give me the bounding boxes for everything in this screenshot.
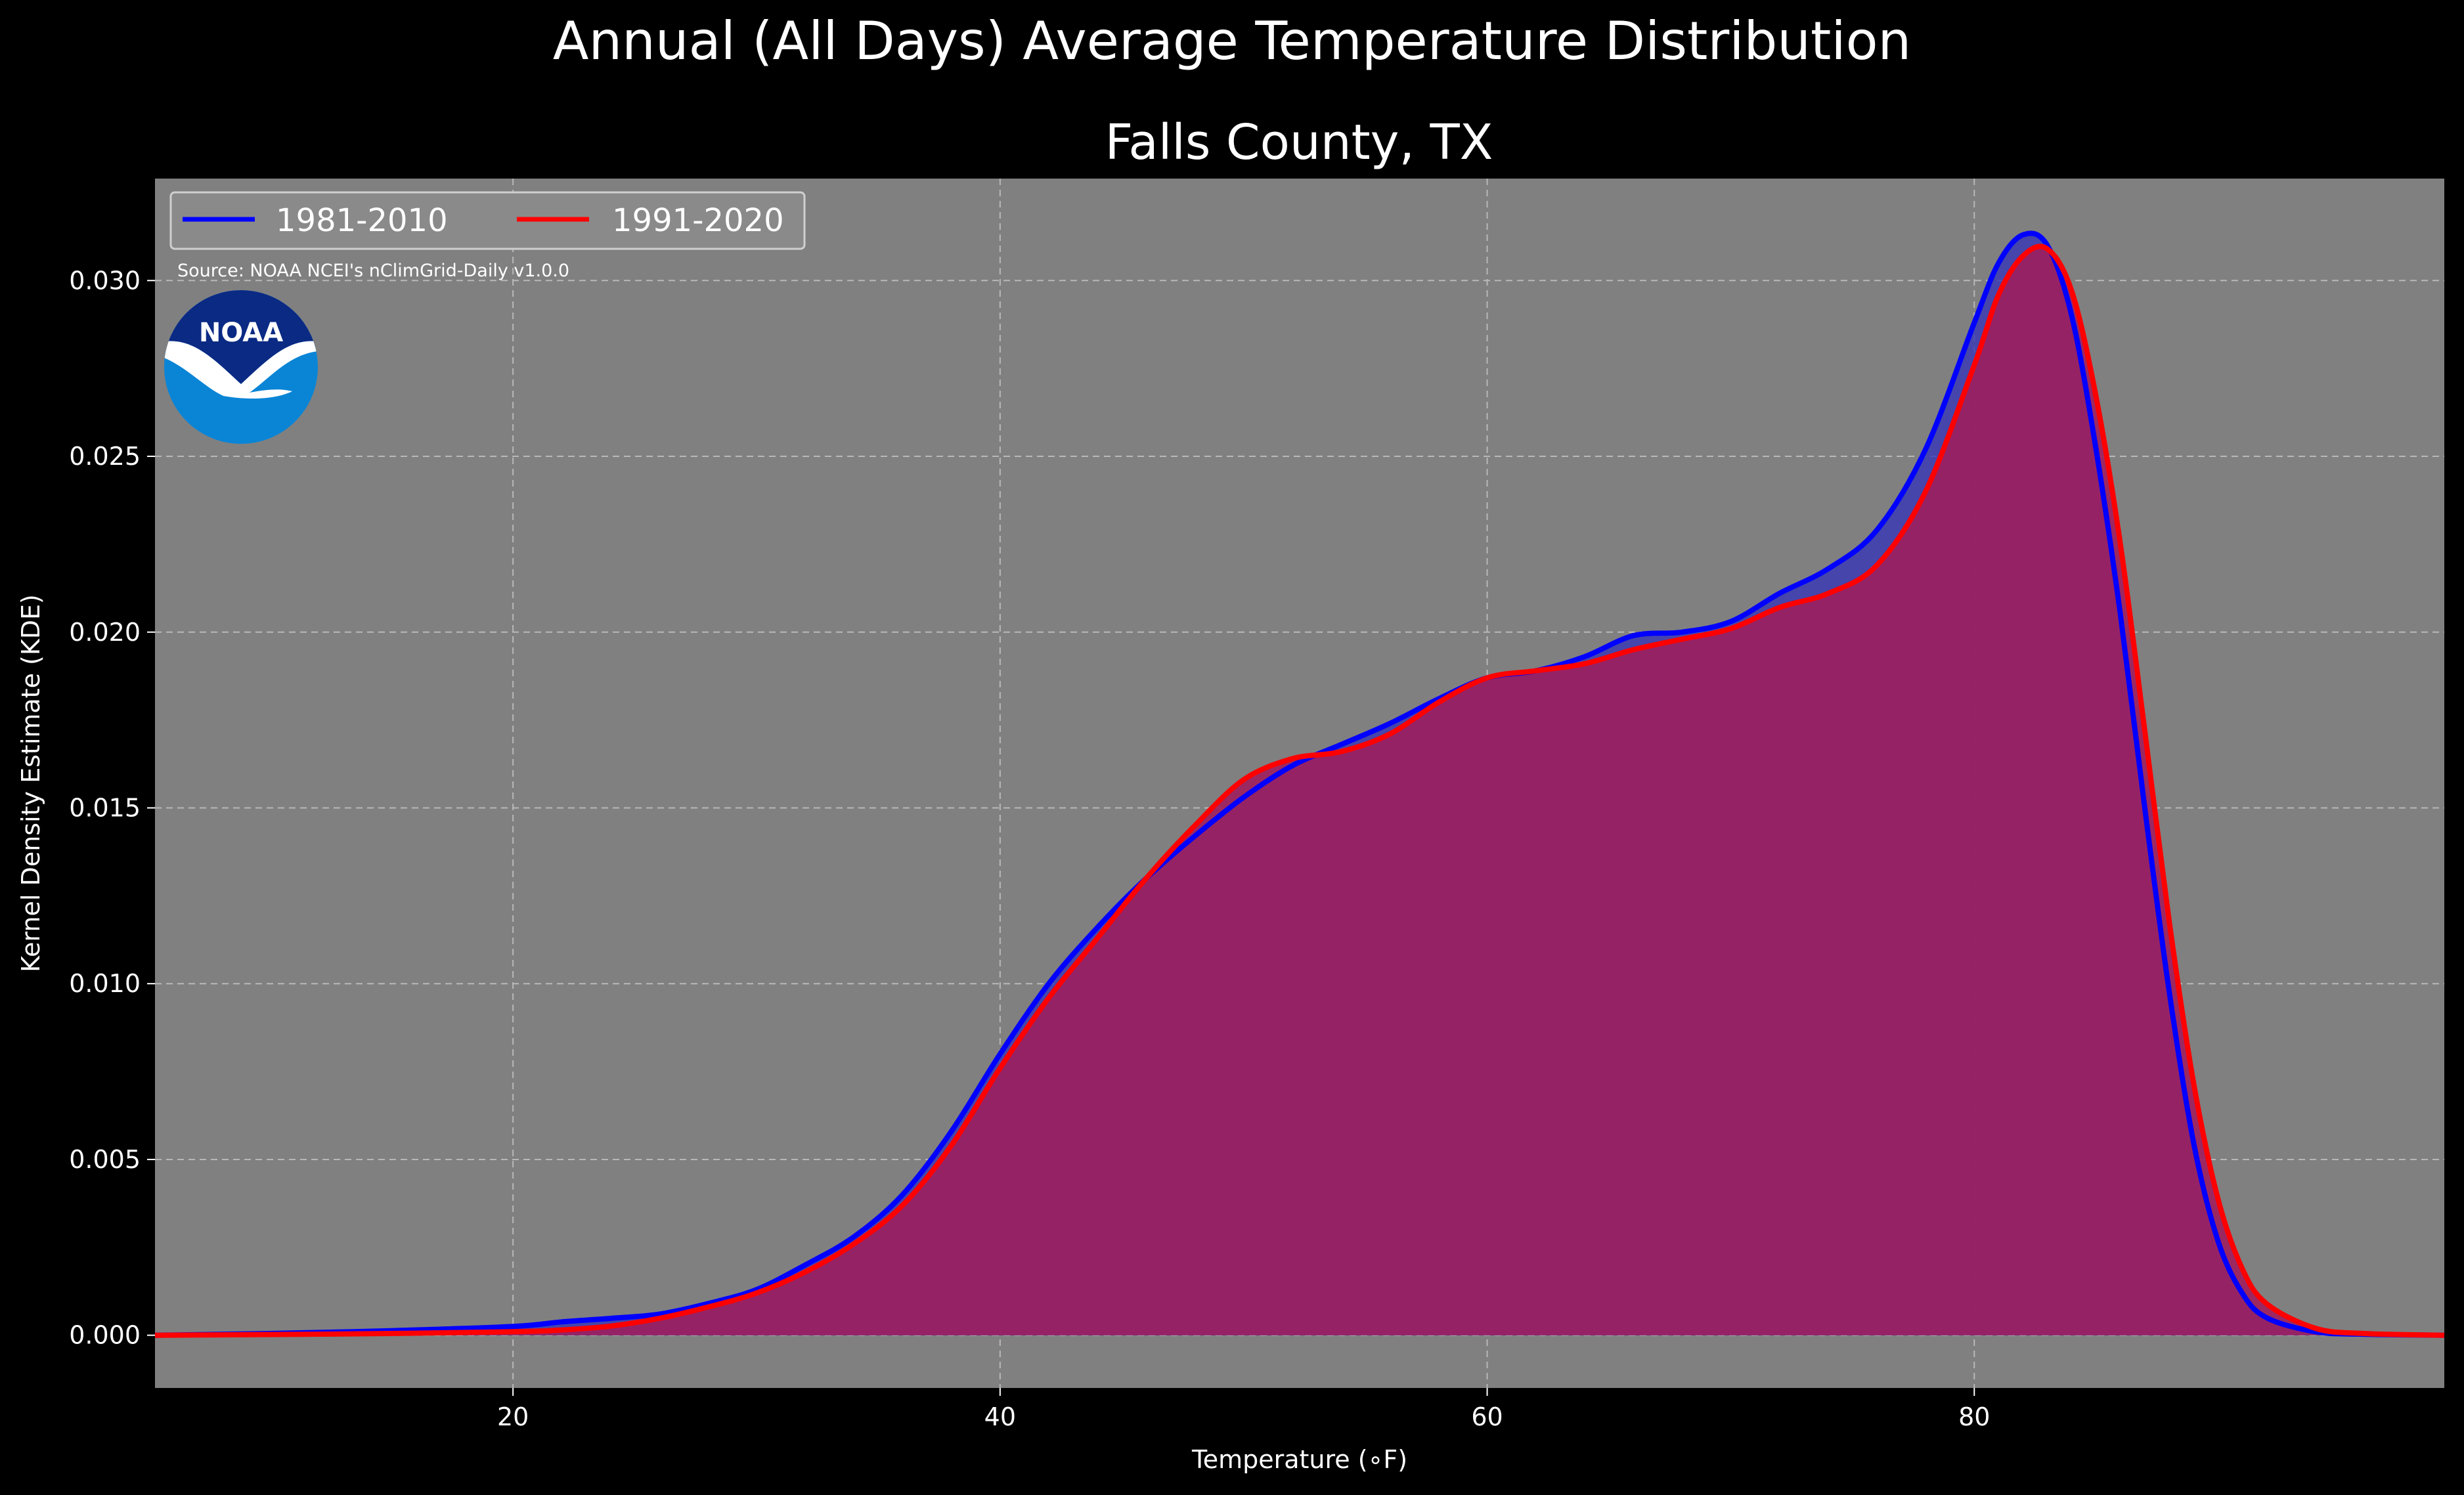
legend-label-1991-2020: 1991-2020: [612, 202, 784, 239]
y-tick-label: 0.000: [69, 1321, 141, 1350]
legend-box: [169, 191, 806, 250]
x-tick-label: 60: [1471, 1402, 1503, 1431]
legend: 1981-2010 1991-2020: [169, 191, 806, 250]
series-line-1991-2020: [154, 244, 2445, 1338]
svg-text:NOAA: NOAA: [199, 318, 283, 348]
x-tick-label: 80: [1958, 1402, 1990, 1431]
y-tick-label: 0.010: [69, 969, 141, 998]
legend-label-1981-2010: 1981-2010: [276, 202, 448, 239]
source-annotation: Source: NOAA NCEI's nClimGrid-Daily v1.0…: [177, 261, 569, 281]
x-axis-label: Temperature (∘F): [1191, 1445, 1407, 1474]
y-tick-label: 0.030: [69, 266, 141, 295]
series-line-1981-2010: [154, 230, 2445, 1338]
x-tick-label: 20: [497, 1402, 529, 1431]
axes: 20 40 60 80 0.000 0.005 0.010 0.015 0.020 0.025 0.…: [69, 266, 1990, 1431]
y-tick-label: 0.005: [69, 1145, 141, 1174]
noaa-logo: NOAA: [164, 290, 318, 444]
y-tick-label: 0.020: [69, 618, 141, 647]
y-tick-label: 0.015: [69, 793, 141, 822]
series-area-1991-2020: [155, 246, 2444, 1335]
y-axis-label: Kernel Density Estimate (KDE): [16, 594, 45, 972]
chart-subtitle: Falls County, TX: [1105, 114, 1493, 171]
x-tick-label: 40: [984, 1402, 1016, 1431]
series-layer: [154, 230, 2445, 1338]
chart-title: Annual (All Days) Average Temperature Di…: [553, 11, 1911, 72]
y-tick-label: 0.025: [69, 442, 141, 471]
